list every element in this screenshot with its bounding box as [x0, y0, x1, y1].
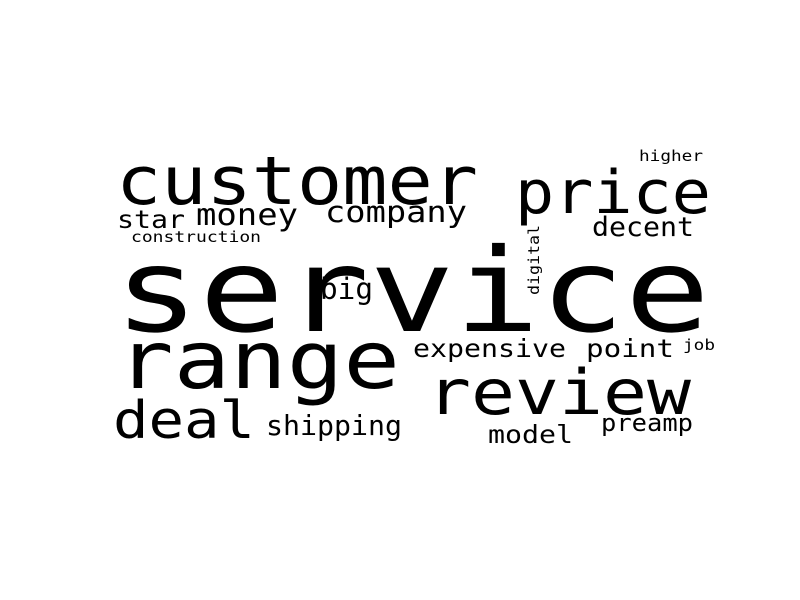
word-service: service: [114, 224, 710, 359]
word-big: big: [320, 272, 373, 306]
word-price: price: [515, 158, 711, 228]
word-review: review: [427, 356, 692, 429]
word-range: range: [117, 314, 400, 407]
word-money: money: [196, 198, 298, 233]
word-star: star: [117, 205, 185, 234]
word-construction: construction: [131, 228, 261, 246]
word-point: point: [586, 334, 674, 363]
word-digital: digital: [525, 225, 543, 295]
word-company: company: [325, 195, 467, 229]
word-higher: higher: [639, 147, 703, 165]
word-model: model: [488, 420, 573, 449]
word-expensive: expensive: [413, 334, 566, 363]
word-shipping: shipping: [266, 409, 402, 442]
word-preamp: preamp: [601, 409, 693, 437]
word-job: job: [683, 336, 715, 354]
word-deal: deal: [113, 391, 255, 451]
word-decent: decent: [592, 212, 694, 243]
word-customer: customer: [116, 142, 478, 220]
